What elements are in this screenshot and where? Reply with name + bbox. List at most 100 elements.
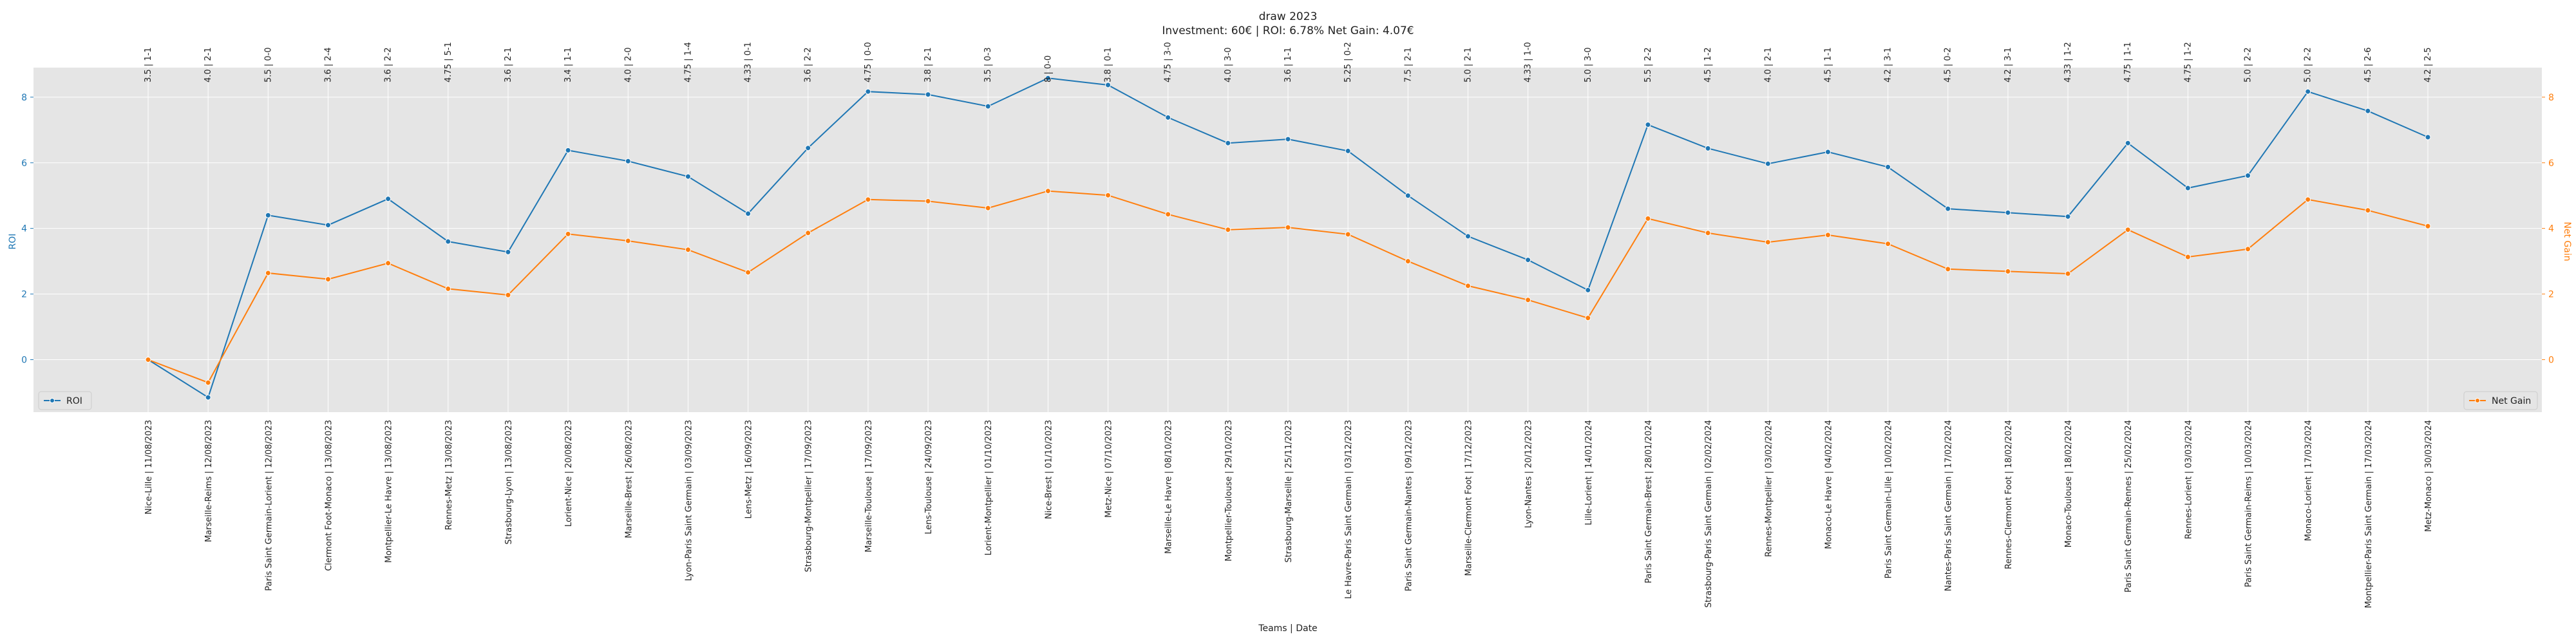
top-odds-label: 5.25 | 0-2	[1343, 42, 1353, 82]
data-point	[2125, 227, 2131, 233]
x-tick-label: Lyon-Nantes | 20/12/2023	[1524, 420, 1534, 528]
x-tick-label: Nice-Lille | 11/08/2023	[144, 420, 154, 515]
x-tick-label: Rennes-Clermont Foot | 18/02/2024	[2004, 420, 2014, 569]
top-odds-label: 3.8 | 2-1	[923, 47, 933, 82]
data-point	[2184, 254, 2191, 260]
top-odds-label: 3.6 | 2-1	[504, 47, 513, 82]
data-point	[1345, 231, 1351, 238]
right-tick-label: 8	[2548, 93, 2554, 103]
data-point	[685, 247, 691, 253]
data-point	[1165, 114, 1171, 120]
top-labels: 3.5 | 1-1 4.0 | 2-1 5.5 | 0-0 3.6 | 2-4 3.6 …	[144, 42, 2433, 82]
data-point	[1525, 257, 1531, 263]
y-axis-label-left: ROI	[8, 234, 18, 250]
x-tick-label: Marseille-Reims | 12/08/2023	[204, 420, 214, 542]
data-point	[505, 249, 511, 255]
data-point	[2005, 209, 2011, 216]
x-tick-label: Lens-Metz | 16/09/2023	[744, 420, 754, 518]
x-tick-label: Paris Saint Germain-Nantes | 09/12/2023	[1404, 420, 1414, 591]
data-point	[2125, 140, 2131, 146]
data-point	[2184, 185, 2191, 191]
data-point	[1885, 164, 1891, 170]
top-odds-label: 3.6 | 2-2	[384, 47, 393, 82]
x-tick-label: Marseille-Clermont Foot | 17/12/2023	[1464, 420, 1473, 576]
x-tick-label: Rennes-Metz | 13/08/2023	[444, 420, 454, 530]
data-point	[2365, 207, 2371, 214]
top-odds-label: 4.5 | 0-2	[1944, 47, 1953, 82]
left-tick-label: 2	[21, 290, 27, 300]
data-point	[1824, 149, 1831, 155]
x-tick-label: Clermont Foot-Monaco | 13/08/2023	[324, 420, 334, 571]
x-tick-label: Rennes-Montpellier | 03/02/2024	[1764, 420, 1774, 557]
data-point	[2305, 196, 2311, 203]
data-point	[2305, 88, 2311, 95]
top-odds-label: 5.0 | 2-2	[2304, 47, 2313, 82]
x-tick-label: Strasbourg-Montpellier | 17/09/2023	[804, 420, 814, 572]
data-point	[1585, 315, 1591, 321]
data-point	[1345, 147, 1351, 154]
x-tick-label: Metz-Monaco | 30/03/2024	[2424, 420, 2434, 532]
x-tick-label: Paris Saint Germain-Reims | 10/03/2024	[2244, 420, 2254, 587]
top-odds-label: 3.6 | 2-4	[323, 47, 333, 82]
left-tick-label: 0	[21, 355, 27, 365]
top-odds-label: 4.75 | 1-4	[683, 42, 693, 82]
top-odds-label: 5.5 | 0-0	[263, 47, 273, 82]
top-odds-label: 7.5 | 2-1	[1403, 47, 1413, 82]
data-point	[685, 173, 691, 180]
series-layer	[145, 75, 2431, 401]
top-odds-label: 4.0 | 2-1	[1763, 47, 1773, 82]
right-tick-label: 0	[2548, 355, 2554, 365]
right-axis: 0 2 4 6 8	[2542, 93, 2554, 365]
right-tick-label: 6	[2548, 158, 2554, 169]
top-odds-label: 4.33 | 1-0	[1524, 42, 1533, 82]
top-odds-label: 4.2 | 3-1	[1884, 47, 1893, 82]
data-point	[925, 198, 931, 204]
data-point	[1525, 297, 1531, 303]
x-tick-label: Marseille-Toulouse | 17/09/2023	[864, 420, 874, 553]
data-point	[745, 211, 752, 217]
data-point	[2425, 134, 2431, 140]
x-tick-labels: Nice-Lille | 11/08/2023 Marseille-Reims |…	[144, 420, 2434, 608]
data-point	[1705, 230, 1711, 236]
data-point	[205, 379, 211, 386]
x-tick-label: Monaco-Lorient | 17/03/2024	[2304, 420, 2314, 541]
data-point	[985, 103, 991, 109]
top-odds-label: 8 | 0-0	[1043, 55, 1053, 82]
top-odds-label: 4.0 | 3-0	[1224, 47, 1233, 82]
legend-right-label: Net Gain	[2492, 396, 2531, 406]
data-point	[805, 230, 811, 236]
x-tick-label: Nice-Brest | 01/10/2023	[1044, 420, 1054, 519]
data-point	[265, 212, 271, 218]
x-tick-label: Nantes-Paris Saint Germain | 17/02/2024	[1944, 420, 1954, 591]
top-odds-label: 4.75 | 1-1	[2123, 42, 2133, 82]
top-odds-label: 4.5 | 1-1	[1823, 47, 1833, 82]
chart-title: draw 2023	[1259, 10, 1318, 23]
data-point	[1045, 188, 1051, 194]
x-tick-label: Metz-Nice | 07/10/2023	[1104, 420, 1114, 518]
top-odds-label: 4.5 | 1-2	[1703, 47, 1713, 82]
top-odds-label: 4.75 | 1-2	[2183, 42, 2193, 82]
right-tick-label: 4	[2548, 224, 2554, 234]
top-odds-label: 3.8 | 0-1	[1104, 47, 1113, 82]
data-point	[1225, 227, 1231, 233]
data-point	[2065, 270, 2071, 277]
top-odds-label: 4.0 | 2-0	[623, 47, 633, 82]
data-point	[1765, 239, 1771, 245]
data-point	[445, 238, 451, 245]
data-point	[1225, 140, 1231, 146]
x-tick-label: Monaco-Toulouse | 18/02/2024	[2064, 420, 2074, 547]
data-point	[1945, 266, 1951, 272]
data-point	[1285, 136, 1291, 142]
data-point	[1824, 232, 1831, 238]
data-point	[1645, 215, 1651, 222]
data-point	[1885, 241, 1891, 247]
titles: draw 2023 Investment: 60€ | ROI: 6.78% N…	[1162, 10, 1414, 37]
data-point	[385, 196, 392, 202]
data-point	[325, 276, 331, 283]
data-point	[865, 196, 871, 203]
left-tick-label: 4	[21, 224, 27, 234]
data-point	[1464, 233, 1471, 240]
legend-left-label: ROI	[66, 396, 82, 406]
x-tick-label: Strasbourg-Lyon | 13/08/2023	[504, 420, 514, 544]
